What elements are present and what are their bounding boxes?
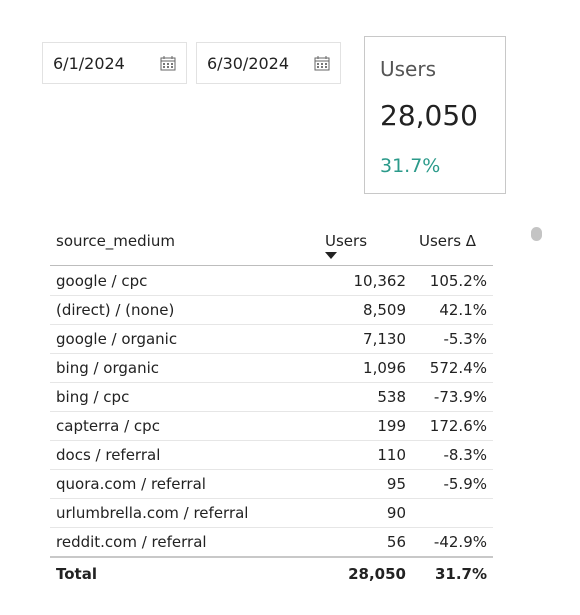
cell-value: 56 (386, 533, 406, 551)
cell-value: 95 (386, 475, 406, 493)
scorecard: Users 28,050 31.7% (364, 36, 506, 194)
cell-value: -42.9% (433, 533, 487, 551)
cell-value: 1,096 (363, 359, 406, 377)
cell-value: 105.2% (429, 272, 487, 290)
cell-value: 8,509 (363, 301, 406, 319)
end-date-input[interactable]: 6/30/2024 (196, 42, 341, 84)
row-line (50, 353, 493, 354)
row-label: google / organic (56, 330, 178, 348)
total-line (50, 556, 493, 558)
cell-value: 42.1% (439, 301, 487, 319)
cell-value: 199 (377, 417, 406, 435)
row-line (50, 411, 493, 412)
sort-arrow[interactable] (325, 252, 337, 260)
scrollbar[interactable] (531, 227, 542, 241)
row-label: (direct) / (none) (56, 301, 175, 319)
cell-value: -8.3% (443, 446, 487, 464)
row-label: bing / cpc (56, 388, 130, 406)
column-header[interactable]: Users (325, 232, 368, 250)
row-label: google / cpc (56, 272, 148, 290)
row-line (50, 440, 493, 441)
cell-value: 538 (377, 388, 406, 406)
cell-value: 110 (377, 446, 406, 464)
row-line (50, 498, 493, 499)
row-label: reddit.com / referral (56, 533, 207, 551)
cell-value: 7,130 (363, 330, 406, 348)
calendar-icon[interactable] (314, 56, 330, 71)
start-date-input[interactable]: 6/1/2024 (42, 42, 187, 84)
cell-value: -5.3% (443, 330, 487, 348)
cell-value: 90 (386, 504, 406, 522)
scorecard-label: Users (380, 57, 437, 81)
row-label: capterra / cpc (56, 417, 160, 435)
row-label: bing / organic (56, 359, 160, 377)
cell-value: 572.4% (429, 359, 487, 377)
total-value: 31.7% (434, 565, 487, 583)
row-line (50, 527, 493, 528)
row-line (50, 469, 493, 470)
calendar-icon[interactable] (160, 56, 176, 71)
row-label: urlumbrella.com / referral (56, 504, 249, 522)
cell-value: 172.6% (429, 417, 487, 435)
total-value: 28,050 (348, 565, 406, 583)
cell-value: 10,362 (353, 272, 407, 290)
row-line (50, 382, 493, 383)
scorecard-value: 28,050 (380, 99, 478, 132)
start-date: 6/1/2024 (53, 54, 125, 73)
column-header[interactable]: Users Δ (419, 232, 477, 250)
total-label: Total (56, 565, 97, 583)
header-line (50, 265, 493, 266)
cell-value: -73.9% (433, 388, 487, 406)
column-header[interactable]: source_medium (56, 232, 175, 250)
row-line (50, 324, 493, 325)
row-label: quora.com / referral (56, 475, 206, 493)
row-label: docs / referral (56, 446, 161, 464)
end-date: 6/30/2024 (207, 54, 290, 73)
cell-value: -5.9% (443, 475, 487, 493)
row-line (50, 295, 493, 296)
scorecard-delta: 31.7% (380, 155, 441, 177)
